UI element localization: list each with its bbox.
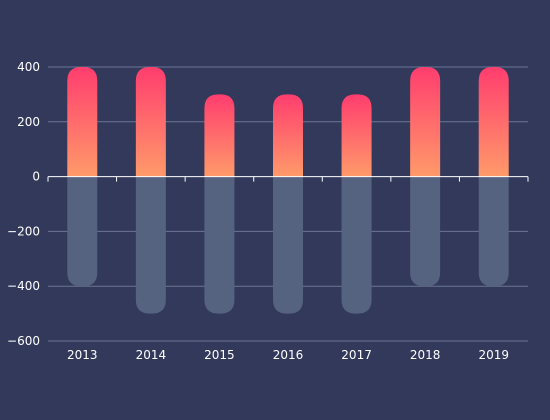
bar-positive[interactable] bbox=[341, 94, 372, 177]
x-axis-labels: 2013 2014 2015 2016 2017 2018 2019 bbox=[67, 348, 509, 362]
x-tick-label: 2015 bbox=[204, 348, 235, 362]
bar-negative[interactable] bbox=[478, 176, 509, 287]
bar-negative[interactable] bbox=[135, 176, 166, 314]
bar-positive[interactable] bbox=[478, 67, 509, 177]
x-tick-label: 2016 bbox=[273, 348, 304, 362]
y-tick-label: −400 bbox=[7, 279, 40, 293]
bars bbox=[67, 67, 509, 314]
bar-positive[interactable] bbox=[410, 67, 441, 177]
bar-positive[interactable] bbox=[204, 94, 235, 177]
bar-negative[interactable] bbox=[410, 176, 441, 287]
y-tick-label: 0 bbox=[32, 170, 40, 184]
bar-negative[interactable] bbox=[273, 176, 303, 314]
bar-positive[interactable] bbox=[67, 67, 98, 177]
y-tick-label: 400 bbox=[17, 60, 40, 74]
x-tick-label: 2013 bbox=[67, 348, 98, 362]
x-axis bbox=[47, 176, 529, 182]
x-tick-label: 2017 bbox=[341, 348, 372, 362]
y-axis-labels: 400 200 0 −200 −400 −600 bbox=[7, 60, 40, 348]
bar-negative[interactable] bbox=[67, 176, 98, 287]
y-tick-label: −200 bbox=[7, 224, 40, 238]
bar-negative[interactable] bbox=[204, 176, 235, 314]
x-tick-label: 2018 bbox=[410, 348, 441, 362]
bar-positive[interactable] bbox=[273, 94, 303, 177]
bar-positive[interactable] bbox=[135, 67, 166, 177]
y-tick-label: −600 bbox=[7, 334, 40, 348]
bar-negative[interactable] bbox=[341, 176, 372, 314]
x-tick-label: 2019 bbox=[478, 348, 509, 362]
x-tick-label: 2014 bbox=[136, 348, 167, 362]
y-tick-label: 200 bbox=[17, 115, 40, 129]
